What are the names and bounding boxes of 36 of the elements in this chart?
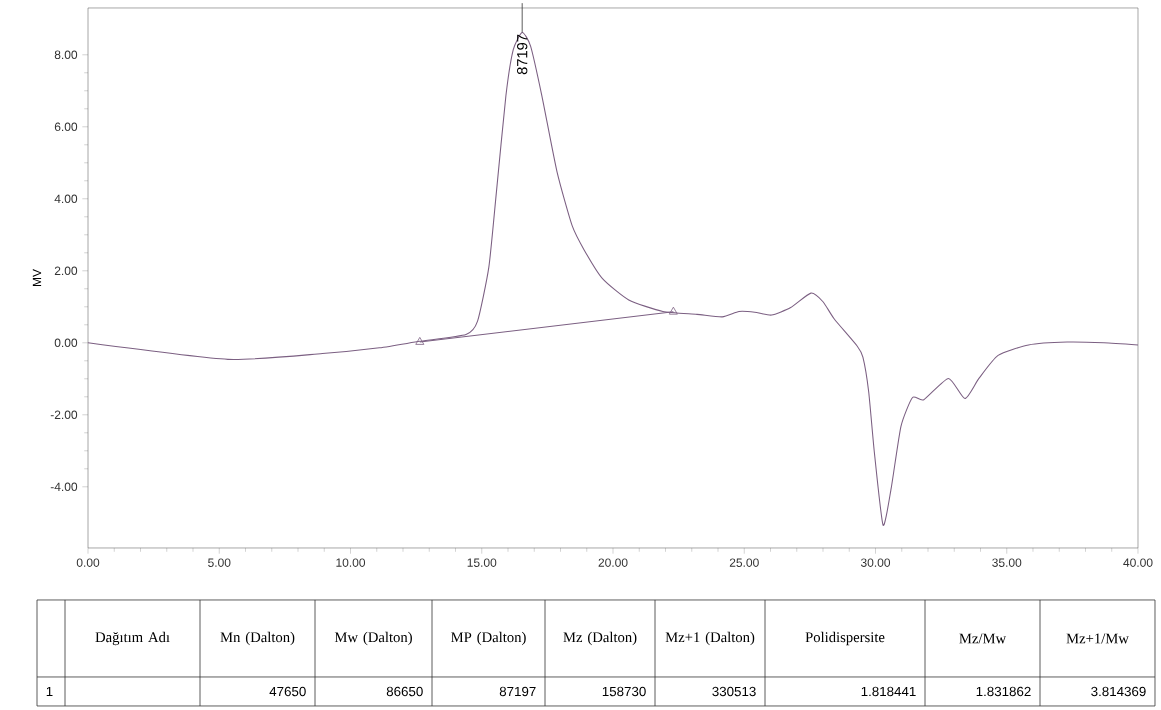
text: 87197 (499, 686, 536, 697)
text: Polidispersite (805, 631, 885, 646)
x-tick-label: 25.00 (729, 558, 759, 567)
annotation: 87197 (517, 34, 528, 75)
y-tick-label: -4.00 (50, 482, 78, 492)
y-axis-title: MV (32, 269, 42, 286)
text: MP (Dalton) (451, 631, 526, 646)
text: Mz (Dalton) (563, 631, 637, 646)
text: 3.814369 (1091, 686, 1146, 697)
y-tick-label: 2.00 (54, 266, 78, 276)
text: 1.818441 (861, 686, 916, 697)
text: Mz+1/Mw (1066, 633, 1129, 644)
x-tick-label: 5.00 (208, 558, 231, 567)
text: 47650 (269, 686, 306, 697)
text: Dağıtım Adı (95, 631, 170, 646)
text: Mz/Mw (959, 633, 1007, 644)
x-tick-label: 20.00 (598, 558, 628, 567)
text: 1.831862 (976, 686, 1031, 697)
text: 158730 (602, 686, 646, 697)
y-tick-label: 8.00 (54, 50, 78, 60)
text: 1 (46, 686, 53, 697)
y-tick-label: 4.00 (54, 194, 78, 204)
text: 330513 (712, 686, 756, 697)
y-tick-label: -2.00 (50, 410, 78, 420)
text: Mz+1 (Dalton) (665, 631, 755, 646)
x-tick-label: 10.00 (336, 558, 366, 567)
text: 86650 (386, 686, 423, 697)
x-tick-label: 0.00 (76, 558, 100, 567)
x-tick-label: 40.00 (1123, 558, 1153, 567)
x-tick-label: 35.00 (992, 558, 1022, 567)
text: Mn (Dalton) (220, 631, 295, 646)
y-tick-label: 0.00 (54, 338, 78, 348)
x-tick-label: 30.00 (860, 558, 891, 567)
y-tick-label: 6.00 (54, 122, 78, 132)
x-tick-label: 15.00 (467, 558, 497, 567)
text: Mw (Dalton) (334, 631, 412, 646)
